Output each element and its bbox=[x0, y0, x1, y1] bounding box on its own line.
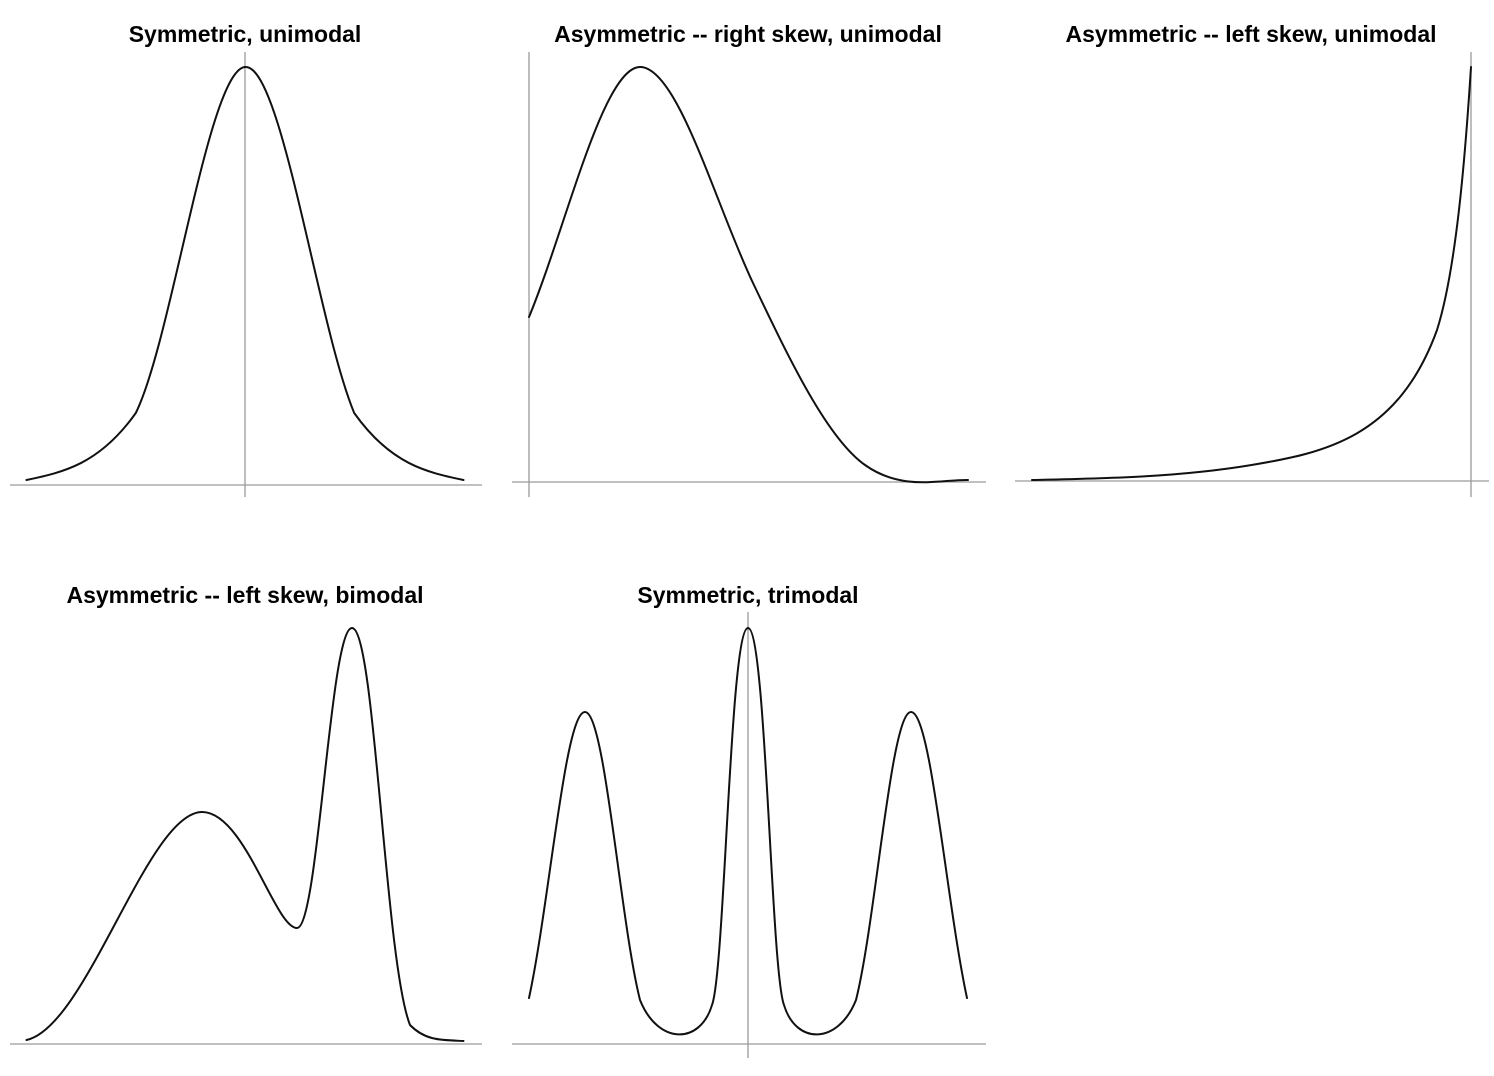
panel-title: Symmetric, unimodal bbox=[129, 21, 362, 47]
panel-symmetric-unimodal: Symmetric, unimodal bbox=[10, 21, 482, 497]
density-curve-right-skew-unimodal bbox=[528, 65, 969, 484]
panel-right-skew-unimodal: Asymmetric -- right skew, unimodal bbox=[512, 21, 986, 497]
density-curve-left-skew-unimodal bbox=[1031, 66, 1472, 481]
panel-title: Asymmetric -- left skew, unimodal bbox=[1065, 21, 1436, 47]
panel-title: Asymmetric -- left skew, bimodal bbox=[66, 582, 423, 608]
panel-symmetric-trimodal: Symmetric, trimodal bbox=[512, 582, 986, 1058]
density-curve-left-skew-bimodal bbox=[25, 627, 465, 1042]
density-curve-symmetric-unimodal bbox=[25, 65, 465, 481]
panel-left-skew-bimodal: Asymmetric -- left skew, bimodal bbox=[10, 582, 482, 1045]
panel-title: Asymmetric -- right skew, unimodal bbox=[554, 21, 942, 47]
panel-title: Symmetric, trimodal bbox=[637, 582, 858, 608]
density-curve-symmetric-trimodal bbox=[528, 627, 968, 1036]
panel-left-skew-unimodal: Asymmetric -- left skew, unimodal bbox=[1015, 21, 1489, 497]
